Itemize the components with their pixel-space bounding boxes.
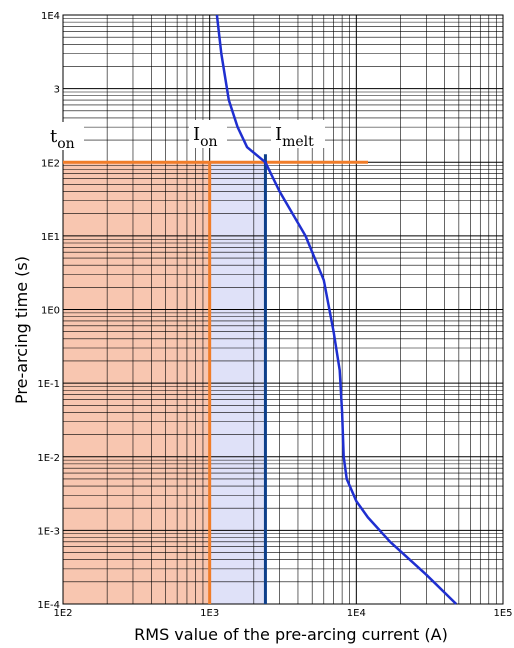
y-tick-label: 1E2 (41, 158, 60, 169)
x-axis-label: RMS value of the pre-arcing current (A) (134, 625, 448, 644)
x-tick-label: 1E5 (493, 608, 512, 619)
y-axis-label: Pre-arcing time (s) (12, 256, 31, 404)
annotation-main: t (50, 126, 58, 147)
annotation-background (189, 120, 227, 148)
annotation-subscript: on (200, 134, 217, 150)
y-tick-label: 1E-1 (37, 379, 60, 390)
grid (62, 14, 504, 605)
annotation-subscript: on (57, 136, 74, 152)
y-tick-label: 1E4 (41, 11, 60, 22)
marker-lines (63, 154, 368, 604)
annotations: ton Ion Imelt (46, 120, 325, 152)
x-tick-label: 1E4 (347, 608, 366, 619)
y-tick-label: 3 (54, 85, 60, 96)
annotation-label: Ion (193, 124, 218, 150)
annotation-main: I (275, 124, 282, 145)
annotation-i-on: Ion (189, 120, 227, 150)
annotation-subscript: melt (282, 134, 314, 150)
y-tick-label: 1E1 (41, 232, 60, 243)
y-tick-label: 1E-3 (37, 526, 60, 537)
annotation-i-melt: Imelt (271, 120, 325, 150)
series-line-0 (215, 14, 458, 605)
y-tick-label: 1E0 (41, 306, 60, 317)
annotation-label: Imelt (275, 124, 314, 150)
annotation-background (271, 120, 325, 148)
x-tick-label: 1E3 (200, 608, 219, 619)
annotation-label: ton (50, 126, 75, 152)
y-tick-label: 1E-2 (37, 453, 60, 464)
x-tick-label: 1E2 (53, 608, 72, 619)
y-tick-label: 1E-4 (37, 600, 60, 611)
tick-labels: 1E2 1E3 1E4 1E5 1E-4 1E-3 1E-2 1E-1 1E0 1E1 1E2 3 1E… (37, 11, 512, 619)
annotation-background (46, 122, 84, 150)
annotation-main: I (193, 124, 200, 145)
plot-frame (62, 14, 504, 605)
annotation-t-on: ton (46, 122, 84, 152)
curve-layer (215, 14, 458, 605)
